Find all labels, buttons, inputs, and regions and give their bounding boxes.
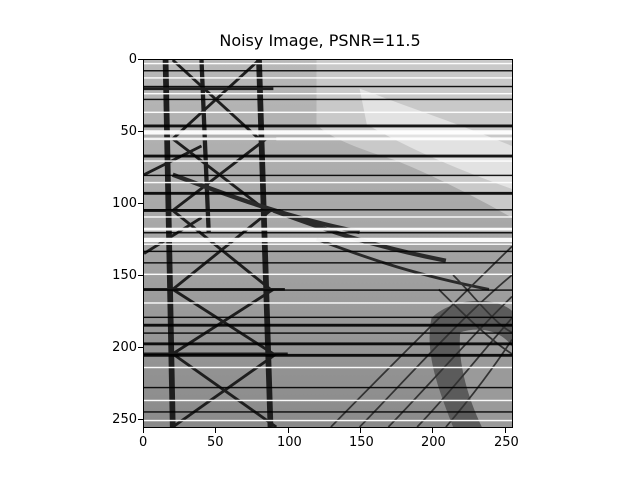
y-tick-label-200: 200	[112, 340, 137, 355]
x-tick-mark-100	[288, 428, 289, 433]
y-tick-mark-150	[138, 275, 143, 276]
y-tick-label-100: 100	[112, 196, 137, 211]
y-tick-mark-0	[138, 59, 143, 60]
y-tick-mark-50	[138, 131, 143, 132]
noise-lines-dark	[144, 70, 512, 413]
x-tick-label-250: 250	[494, 435, 519, 450]
y-tick-label-150: 150	[112, 268, 137, 283]
y-tick-mark-100	[138, 203, 143, 204]
y-tick-label-50: 50	[120, 124, 137, 139]
x-tick-label-100: 100	[277, 435, 302, 450]
image-axes	[143, 59, 513, 428]
y-tick-mark-250	[138, 419, 143, 420]
chart-title: Noisy Image, PSNR=11.5	[219, 31, 421, 50]
x-tick-label-50: 50	[207, 435, 224, 450]
x-tick-mark-50	[215, 428, 216, 433]
x-tick-mark-0	[143, 428, 144, 433]
x-tick-mark-150	[360, 428, 361, 433]
x-tick-label-0: 0	[139, 435, 148, 450]
x-tick-label-150: 150	[349, 435, 374, 450]
y-tick-label-0: 0	[128, 52, 137, 67]
noise-lines-light	[144, 62, 512, 422]
x-tick-label-200: 200	[421, 435, 446, 450]
noisy-image	[144, 60, 512, 427]
y-tick-mark-200	[138, 347, 143, 348]
x-tick-mark-250	[505, 428, 506, 433]
x-tick-mark-200	[432, 428, 433, 433]
y-tick-label-250: 250	[112, 412, 137, 427]
